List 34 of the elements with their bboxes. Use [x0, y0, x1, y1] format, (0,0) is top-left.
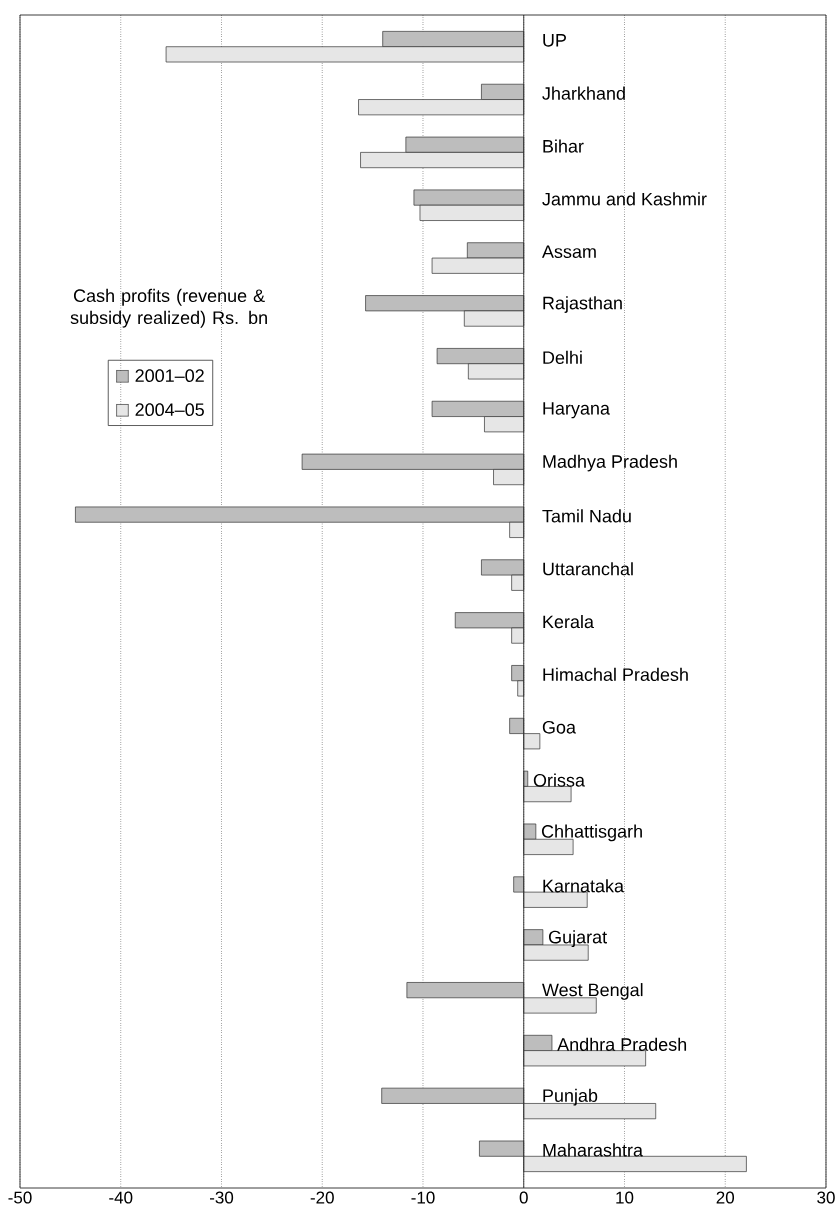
legend-label: 2004–05: [135, 403, 204, 416]
y-tick-label: Uttaranchal: [543, 562, 633, 576]
x-tick-label: -20: [310, 1191, 334, 1204]
y-tick-label: Kerala: [543, 614, 594, 629]
x-tick-label: 10: [616, 1191, 634, 1204]
y-tick-label: Madhya Pradesh: [543, 454, 677, 472]
y-tick-label: Chhattisgarh: [541, 824, 642, 842]
y-tick-label: Gujarat: [549, 930, 607, 947]
legend-label: 2001–02: [135, 369, 204, 382]
y-tick-label: Rajasthan: [543, 296, 622, 313]
y-tick-label: Himachal Pradesh: [543, 667, 688, 682]
y-tick-label: Assam: [541, 245, 596, 258]
y-tick-label: Andhra Pradesh: [557, 1037, 687, 1051]
x-tick-label: -10: [411, 1191, 435, 1204]
x-tick-label: -30: [209, 1191, 234, 1204]
text: Cash profits (revenue & subsidy realized) Rs. bn: [70, 288, 267, 328]
y-tick-label: Orissa: [533, 773, 585, 787]
y-tick-label: West Bengal: [542, 983, 643, 1000]
x-tick-label: -40: [109, 1191, 133, 1204]
y-tick-label: Tamil Nadu: [542, 509, 631, 523]
y-tick-label: Karnataka: [543, 879, 624, 893]
x-tick-label: -50: [8, 1191, 32, 1204]
y-tick-label: Bihar: [543, 139, 584, 153]
y-tick-label: Goa: [542, 720, 576, 734]
y-tick-label: Maharashtra: [543, 1143, 643, 1157]
x-tick-label: 30: [817, 1191, 835, 1204]
y-tick-label: UP: [543, 34, 566, 47]
x-tick-label: 0: [519, 1191, 528, 1204]
y-tick-label: Haryana: [543, 402, 610, 419]
y-tick-label: Jammu and Kashmir: [542, 192, 707, 206]
y-tick-label: Jharkhand: [542, 86, 625, 100]
y-tick-label: Punjab: [543, 1088, 598, 1106]
x-tick-label: 20: [716, 1191, 735, 1204]
y-tick-label: Delhi: [543, 350, 582, 364]
